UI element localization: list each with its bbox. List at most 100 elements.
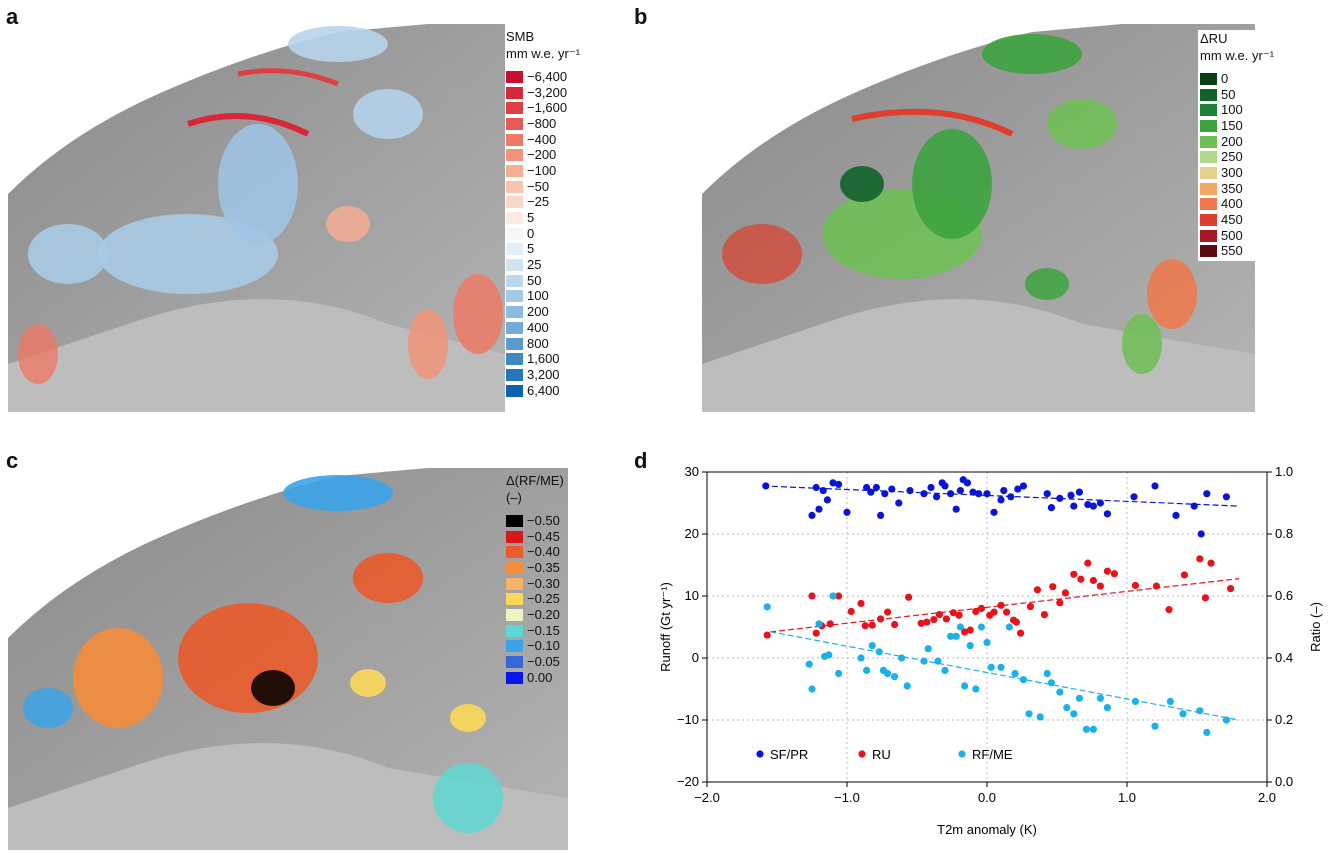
point-sf-pr	[997, 496, 1005, 504]
point-sf-pr	[1197, 530, 1205, 538]
point-sf-pr	[1172, 511, 1180, 519]
y-right-tick-label: 0.4	[1275, 650, 1293, 665]
legend-label: −100	[527, 162, 557, 178]
legend-label: −0.20	[527, 606, 560, 622]
point-rf-me	[884, 669, 892, 678]
point-rf-me	[825, 651, 833, 659]
smb-legend-unit: mm w.e. yr⁻¹	[506, 46, 581, 61]
legend-entry-c: −0.25	[506, 591, 564, 607]
delta-rf-me-legend: Δ(RF/ME) (–) −0.50 −0.45 −0.40 −0.35 −0.30 −0…	[506, 474, 564, 686]
point-sf-pr	[762, 482, 770, 490]
delta-ru-legend-title: ΔRU	[1200, 31, 1228, 46]
point-ru	[955, 611, 963, 619]
legend-entry-c: −0.15	[506, 623, 564, 639]
point-sf-pr	[843, 508, 851, 516]
legend-label: −50	[527, 178, 550, 194]
panel-label-c: c	[6, 448, 19, 473]
legend-label: −800	[527, 115, 557, 131]
point-rf-me	[835, 669, 843, 678]
point-sf-pr	[975, 490, 983, 498]
y-right-tick-label: 0.2	[1275, 712, 1293, 727]
legend-swatch	[506, 212, 523, 225]
point-ru	[923, 618, 931, 626]
point-sf-pr	[1203, 490, 1211, 498]
smb-legend-title: SMB	[506, 29, 535, 44]
point-sf-pr	[956, 487, 964, 495]
legend-swatch	[1200, 166, 1217, 179]
point-ru	[935, 611, 943, 619]
legend-label-rf-me: RF/ME	[972, 747, 1013, 762]
legend-label: −0.15	[527, 622, 560, 638]
point-sf-pr	[1151, 482, 1159, 490]
point-sf-pr	[1084, 500, 1092, 509]
legend-swatch	[506, 593, 523, 606]
y-axis-right-label: Ratio (–)	[1308, 602, 1323, 652]
legend-swatch	[1200, 151, 1217, 164]
legend-swatch	[506, 671, 523, 684]
legend-entry-b: 350	[1200, 181, 1274, 197]
point-sf-pr	[963, 479, 971, 487]
legend-entry-a: 25	[506, 257, 580, 273]
legend-swatch	[506, 274, 523, 287]
point-ru	[1077, 575, 1085, 583]
point-sf-pr	[815, 505, 823, 513]
panel-label-d: d	[634, 448, 648, 473]
point-rf-me	[1025, 710, 1033, 718]
legend-swatch	[506, 164, 523, 177]
point-rf-me	[1131, 697, 1139, 705]
point-sf-pr	[1070, 502, 1078, 510]
legend-entry-c: −0.30	[506, 576, 564, 592]
legend-entry-c: −0.40	[506, 544, 564, 560]
legend-swatch	[1200, 182, 1217, 195]
legend-entry-b: 50	[1200, 87, 1274, 103]
legend-swatch	[506, 561, 523, 574]
point-ru	[1040, 611, 1048, 619]
legend-label: 500	[1221, 227, 1243, 243]
legend-marker-sf-pr	[756, 750, 764, 758]
legend-entry-c: −0.05	[506, 654, 564, 670]
point-rf-me	[829, 592, 837, 600]
legend-swatch	[1200, 214, 1217, 227]
legend-label: 800	[527, 335, 549, 351]
point-rf-me	[920, 657, 928, 665]
legend-entry-a: 5	[506, 210, 580, 226]
point-ru	[884, 608, 892, 616]
point-rf-me	[956, 623, 964, 631]
trend-line-sf-pr	[762, 485, 1240, 507]
point-rf-me	[898, 654, 906, 662]
runoff-scatter-chart: −2.0 −1.0 0.0 1.0 2.0 −20 −10 0 10 20 30 0.0 0.2 0.4 0…	[658, 464, 1323, 837]
point-sf-pr	[1190, 502, 1198, 510]
point-ru	[868, 621, 876, 629]
delta-rf-me-legend-unit: (–)	[506, 490, 522, 505]
legend-entry-b: 250	[1200, 149, 1274, 165]
legend-label: 1,600	[527, 351, 560, 367]
x-tick-label: 1.0	[1118, 790, 1136, 805]
legend-swatch	[506, 133, 523, 146]
point-ru	[1165, 606, 1173, 614]
point-sf-pr	[1103, 510, 1111, 518]
legend-label: 5	[527, 210, 535, 226]
point-ru	[990, 608, 998, 616]
legend-swatch	[506, 514, 523, 527]
point-rf-me	[1011, 669, 1019, 678]
smb-legend: SMB mm w.e. yr⁻¹ −6,400 −3,200 −1,600 −800−…	[506, 30, 580, 398]
legend-label: 100	[1221, 102, 1243, 118]
legend-label: 150	[1221, 117, 1243, 133]
legend-swatch	[1200, 135, 1217, 148]
point-rf-me	[966, 642, 974, 650]
point-ru	[997, 601, 1005, 609]
point-sf-pr	[1000, 487, 1008, 495]
legend-label: 25	[527, 257, 542, 273]
legend-entry-c: −0.50	[506, 513, 564, 529]
legend-swatch	[506, 196, 523, 209]
panel-c-delta-rf-me-map: Δ(RF/ME) (–) −0.50 −0.45 −0.40 −0.35 −0.30 −0…	[8, 468, 628, 850]
point-rf-me	[941, 666, 949, 674]
point-sf-pr	[952, 505, 960, 513]
legend-label: 100	[527, 288, 549, 304]
panel-label-a: a	[6, 4, 19, 29]
legend-swatch	[1200, 229, 1217, 242]
legend-entry-b: 500	[1200, 228, 1274, 244]
point-rf-me	[763, 603, 771, 611]
legend-entry-b: 550	[1200, 244, 1274, 260]
legend-label: 200	[527, 304, 549, 320]
